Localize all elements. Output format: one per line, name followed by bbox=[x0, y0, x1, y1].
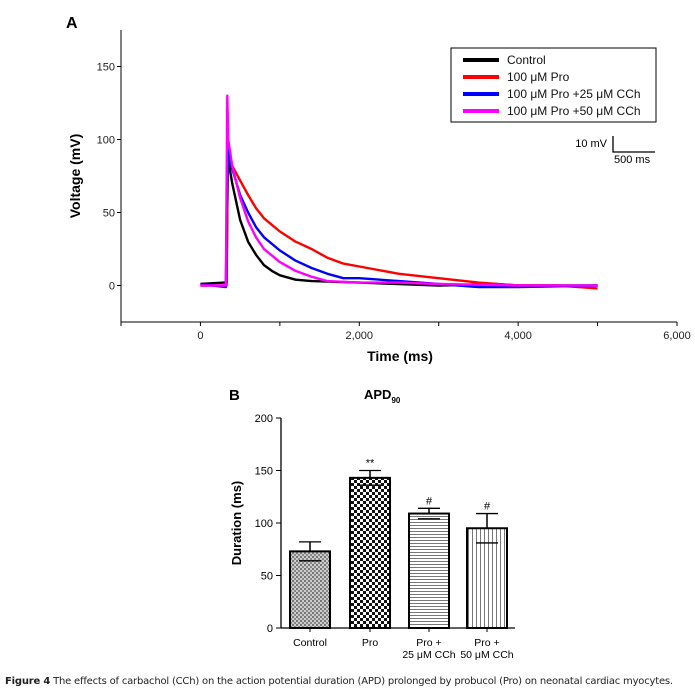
panel-b-apd90-bar-chart: B APD90 0 50 100 150 200 Duration (ms) Control **… bbox=[229, 387, 515, 661]
legend-label: Control bbox=[507, 53, 546, 67]
chart-title: APD90 bbox=[364, 387, 401, 405]
panel-label: B bbox=[229, 387, 240, 404]
series-line-2 bbox=[200, 145, 598, 289]
y-tick-label: 50 bbox=[103, 208, 115, 220]
significance-marker: # bbox=[484, 501, 491, 513]
y-tick-label: 50 bbox=[261, 571, 273, 583]
legend: Control 100 μM Pro 100 μM Pro +25 μM CCh 10… bbox=[450, 47, 657, 123]
x-tick-label: 2,000 bbox=[346, 330, 374, 342]
caption-text: The effects of carbachol (CCh) on the ac… bbox=[53, 676, 673, 687]
y-tick-label: 150 bbox=[97, 62, 115, 74]
legend-label: 100 μM Pro bbox=[507, 70, 570, 84]
x-tick-label: Control bbox=[293, 637, 327, 649]
x-axis-label: Time (ms) bbox=[367, 348, 433, 364]
x-tick-label: 4,000 bbox=[504, 330, 532, 342]
x-tick-label: 50 μM CCh bbox=[460, 649, 513, 661]
y-tick-label: 100 bbox=[255, 518, 273, 530]
y-axis-label: Duration (ms) bbox=[229, 481, 244, 566]
bar-2 bbox=[408, 512, 450, 629]
series-line-0 bbox=[200, 155, 598, 287]
x-tick-label: Pro bbox=[362, 637, 379, 649]
y-tick-label: 0 bbox=[267, 623, 273, 635]
series-line-1 bbox=[200, 150, 598, 290]
x-tick-label: Pro + bbox=[416, 637, 441, 649]
x-tick-label: Pro + bbox=[474, 637, 499, 649]
y-tick-label: 150 bbox=[255, 466, 273, 478]
bar-1 bbox=[349, 476, 391, 629]
scale-bar-time-label: 500 ms bbox=[614, 154, 651, 166]
legend-label: 100 μM Pro +25 μM CCh bbox=[507, 87, 641, 101]
figure-caption: Figure 4 The effects of carbachol (CCh) … bbox=[5, 676, 673, 687]
legend-label: 100 μM Pro +50 μM CCh bbox=[507, 104, 641, 118]
scale-bar-voltage-label: 10 mV bbox=[575, 138, 607, 150]
x-tick-label: 25 μM CCh bbox=[402, 649, 455, 661]
x-tick-label: 6,000 bbox=[663, 330, 691, 342]
panel-a-action-potential-chart: A 0 50 100 150 0 2,000 4,000 6,000 Time (ms) Volta… bbox=[66, 15, 691, 364]
significance-marker: # bbox=[426, 495, 433, 507]
bar-0 bbox=[289, 550, 331, 629]
panel-label: A bbox=[66, 15, 78, 32]
y-tick-label: 200 bbox=[255, 413, 273, 425]
significance-marker: ** bbox=[366, 458, 375, 470]
y-axis-label: Voltage (mV) bbox=[67, 134, 83, 219]
series-line-3 bbox=[200, 94, 598, 287]
caption-label: Figure 4 bbox=[5, 676, 51, 687]
title-subscript: 90 bbox=[391, 396, 400, 405]
y-tick-label: 0 bbox=[109, 281, 115, 293]
y-tick-label: 100 bbox=[97, 135, 115, 147]
x-tick-label: 0 bbox=[197, 330, 203, 342]
scale-bar bbox=[612, 136, 655, 153]
